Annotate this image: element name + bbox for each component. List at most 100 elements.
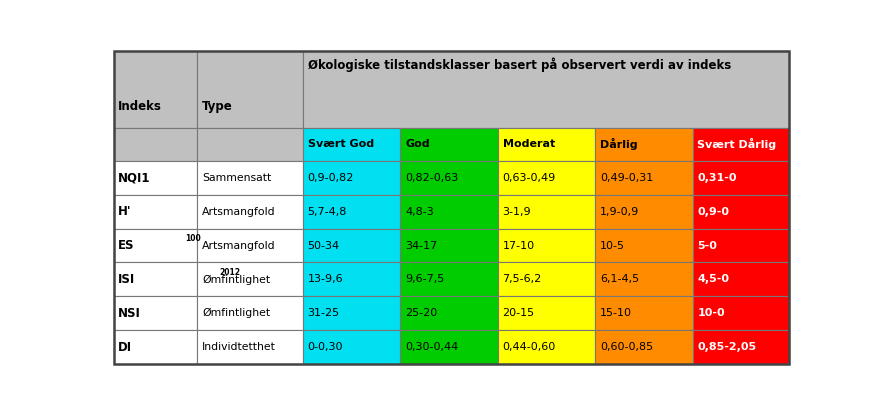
- Bar: [400, 263, 498, 296]
- Text: NQI1: NQI1: [118, 171, 151, 184]
- Bar: [114, 263, 197, 296]
- Text: DI: DI: [118, 341, 132, 354]
- Bar: [303, 128, 400, 161]
- Bar: [197, 229, 303, 263]
- Bar: [303, 195, 400, 229]
- Bar: [303, 51, 789, 128]
- Bar: [114, 330, 197, 364]
- Bar: [197, 330, 303, 364]
- Bar: [114, 229, 197, 263]
- Text: 2012: 2012: [219, 268, 241, 277]
- Text: Dårlig: Dårlig: [600, 138, 638, 150]
- Text: ISI: ISI: [118, 273, 136, 286]
- Bar: [114, 51, 197, 128]
- Bar: [498, 128, 596, 161]
- Bar: [197, 128, 303, 161]
- Text: Økologiske tilstandsklasser basert på observert verdi av indeks: Økologiske tilstandsklasser basert på ob…: [308, 58, 731, 72]
- Bar: [498, 330, 596, 364]
- Bar: [303, 330, 400, 364]
- Bar: [400, 128, 498, 161]
- Bar: [596, 161, 692, 195]
- Bar: [596, 229, 692, 263]
- Text: 100: 100: [186, 234, 202, 243]
- Bar: [596, 330, 692, 364]
- Bar: [596, 263, 692, 296]
- Text: 5,7-4,8: 5,7-4,8: [307, 207, 347, 217]
- Text: 25-20: 25-20: [405, 308, 437, 319]
- Text: Ømfintlighet: Ømfintlighet: [203, 308, 270, 319]
- Text: Moderat: Moderat: [502, 139, 555, 149]
- Bar: [400, 195, 498, 229]
- Text: 0,30-0,44: 0,30-0,44: [405, 342, 458, 352]
- Text: 3-1,9: 3-1,9: [502, 207, 531, 217]
- Text: 4,8-3: 4,8-3: [405, 207, 433, 217]
- Bar: [692, 161, 789, 195]
- Bar: [400, 161, 498, 195]
- Bar: [197, 161, 303, 195]
- Text: Type: Type: [203, 100, 233, 113]
- Text: 31-25: 31-25: [307, 308, 340, 319]
- Text: God: God: [405, 139, 430, 149]
- Text: 20-15: 20-15: [502, 308, 535, 319]
- Text: H': H': [118, 205, 132, 218]
- Text: Individtetthet: Individtetthet: [203, 342, 276, 352]
- Bar: [596, 128, 692, 161]
- Text: 0,82-0,63: 0,82-0,63: [405, 173, 458, 183]
- Text: 5-0: 5-0: [698, 240, 717, 251]
- Bar: [303, 296, 400, 330]
- Bar: [114, 128, 197, 161]
- Text: 6,1-4,5: 6,1-4,5: [600, 275, 639, 284]
- Text: 0,31-0: 0,31-0: [698, 173, 737, 183]
- Text: 0-0,30: 0-0,30: [307, 342, 343, 352]
- Bar: [303, 263, 400, 296]
- Bar: [303, 229, 400, 263]
- Text: 0,63-0,49: 0,63-0,49: [502, 173, 556, 183]
- Text: 9,6-7,5: 9,6-7,5: [405, 275, 444, 284]
- Text: 7,5-6,2: 7,5-6,2: [502, 275, 542, 284]
- Text: 50-34: 50-34: [307, 240, 340, 251]
- Text: 0,60-0,85: 0,60-0,85: [600, 342, 653, 352]
- Bar: [498, 229, 596, 263]
- Text: 1,9-0,9: 1,9-0,9: [600, 207, 640, 217]
- Bar: [498, 195, 596, 229]
- Text: Ømfintlighet: Ømfintlighet: [203, 275, 270, 284]
- Bar: [498, 263, 596, 296]
- Text: NSI: NSI: [118, 307, 141, 320]
- Text: 0,85-2,05: 0,85-2,05: [698, 342, 757, 352]
- Bar: [197, 51, 303, 128]
- Bar: [114, 195, 197, 229]
- Text: 0,9-0,82: 0,9-0,82: [307, 173, 354, 183]
- Bar: [303, 161, 400, 195]
- Bar: [692, 296, 789, 330]
- Bar: [498, 296, 596, 330]
- Text: Sammensatt: Sammensatt: [203, 173, 271, 183]
- Bar: [197, 296, 303, 330]
- Bar: [692, 263, 789, 296]
- Bar: [692, 229, 789, 263]
- Text: Svært Dårlig: Svært Dårlig: [698, 138, 777, 150]
- Text: ES: ES: [118, 239, 135, 252]
- Bar: [114, 161, 197, 195]
- Bar: [197, 263, 303, 296]
- Bar: [596, 195, 692, 229]
- Bar: [400, 296, 498, 330]
- Bar: [400, 229, 498, 263]
- Text: Artsmangfold: Artsmangfold: [203, 207, 276, 217]
- Bar: [498, 161, 596, 195]
- Text: 4,5-0: 4,5-0: [698, 275, 729, 284]
- Bar: [197, 195, 303, 229]
- Text: 0,49-0,31: 0,49-0,31: [600, 173, 654, 183]
- Text: Indeks: Indeks: [118, 100, 162, 113]
- Text: 10-5: 10-5: [600, 240, 625, 251]
- Bar: [692, 195, 789, 229]
- Bar: [400, 330, 498, 364]
- Text: Artsmangfold: Artsmangfold: [203, 240, 276, 251]
- Text: 0,44-0,60: 0,44-0,60: [502, 342, 556, 352]
- Text: 10-0: 10-0: [698, 308, 725, 319]
- Text: 17-10: 17-10: [502, 240, 535, 251]
- Bar: [692, 128, 789, 161]
- Text: 13-9,6: 13-9,6: [307, 275, 344, 284]
- Text: Svært God: Svært God: [307, 139, 374, 149]
- Text: 34-17: 34-17: [405, 240, 437, 251]
- Text: 0,9-0: 0,9-0: [698, 207, 729, 217]
